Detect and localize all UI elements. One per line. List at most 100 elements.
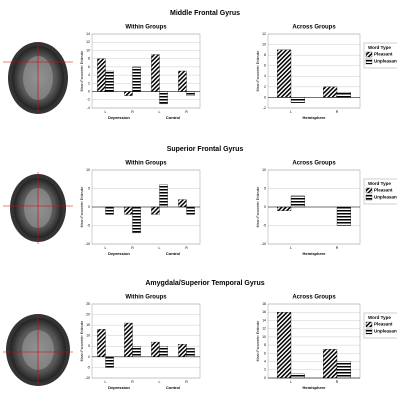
- y-tick-label: 2: [88, 81, 90, 85]
- x-axis-label: Hemisphere: [303, 385, 327, 390]
- bar: [105, 356, 114, 368]
- y-tick-label: 6: [264, 351, 266, 355]
- y-axis-label: Mean Parameter Estimate: [80, 51, 84, 92]
- x-tick-label: L: [159, 246, 161, 250]
- y-tick-label: -10: [85, 376, 90, 380]
- y-tick-label: 0: [88, 89, 90, 93]
- legend-label: Pleasant: [374, 322, 393, 327]
- y-axis-label: Mean Parameter Estimate: [80, 187, 84, 228]
- y-tick-label: 16: [262, 310, 266, 314]
- y-tick-label: 10: [262, 168, 266, 172]
- chart-title: Across Groups: [292, 161, 336, 167]
- group-label: Depression: [108, 385, 130, 390]
- y-tick-label: 10: [86, 334, 90, 338]
- bar: [336, 206, 351, 226]
- legend-swatch: [365, 187, 373, 194]
- y-tick-label: -10: [85, 242, 90, 246]
- x-tick-label: R: [336, 380, 339, 384]
- legend-label: Unpleasant: [374, 329, 397, 334]
- chart-title: Across Groups: [292, 295, 336, 301]
- legend-title: Word Type: [368, 45, 391, 50]
- x-tick-label: L: [105, 380, 107, 384]
- y-tick-label: 0: [88, 355, 90, 359]
- x-tick-label: R: [336, 246, 339, 250]
- bar: [132, 346, 141, 358]
- x-tick-label: R: [131, 110, 134, 114]
- legend-swatch: [365, 321, 373, 328]
- legend-title: Word Type: [368, 181, 391, 186]
- y-tick-label: 10: [86, 48, 90, 52]
- legend-swatch: [365, 328, 373, 335]
- bar: [290, 97, 305, 103]
- y-tick-label: -5: [87, 223, 90, 227]
- x-tick-label: R: [131, 246, 134, 250]
- bar: [277, 49, 292, 98]
- x-tick-label: R: [131, 380, 134, 384]
- y-tick-label: 6: [88, 65, 90, 69]
- section-title: Middle Frontal Gyrus: [170, 10, 240, 17]
- section-title: Amygdala/Superior Temporal Gyrus: [145, 280, 264, 287]
- y-tick-label: 2: [264, 85, 266, 89]
- y-tick-label: -2: [263, 106, 266, 110]
- y-tick-label: 12: [262, 32, 266, 36]
- bar: [336, 361, 351, 379]
- bar: [178, 70, 187, 92]
- group-label: Control: [166, 115, 180, 120]
- bar: [323, 349, 338, 379]
- y-tick-label: 6: [264, 64, 266, 68]
- y-tick-label: 4: [264, 74, 266, 78]
- y-tick-label: 18: [262, 302, 266, 306]
- x-tick-label: L: [290, 380, 292, 384]
- y-tick-label: 5: [264, 186, 266, 190]
- chart-title: Across Groups: [292, 25, 336, 31]
- bar: [277, 312, 292, 379]
- bar: [186, 348, 195, 358]
- x-tick-label: L: [159, 110, 161, 114]
- x-tick-label: L: [290, 246, 292, 250]
- legend-label: Pleasant: [374, 52, 393, 57]
- x-tick-label: R: [185, 110, 188, 114]
- group-label: Depression: [108, 251, 130, 256]
- bar: [277, 206, 292, 211]
- legend-title: Word Type: [368, 315, 391, 320]
- y-tick-label: 0: [264, 205, 266, 209]
- y-tick-label: 8: [88, 57, 90, 61]
- bar: [178, 199, 187, 208]
- bar: [323, 86, 338, 98]
- x-tick-label: R: [185, 380, 188, 384]
- x-axis-label: Hemisphere: [303, 251, 327, 256]
- bar: [159, 346, 168, 358]
- bar: [159, 91, 168, 105]
- bar: [97, 58, 106, 92]
- y-tick-label: 25: [86, 302, 90, 306]
- bar: [159, 184, 168, 208]
- y-tick-label: 8: [264, 53, 266, 57]
- bar: [178, 344, 187, 358]
- bar: [290, 373, 305, 379]
- y-tick-label: 8: [264, 343, 266, 347]
- bar: [105, 70, 114, 92]
- chart-title: Within Groups: [125, 25, 167, 31]
- y-tick-label: 5: [88, 344, 90, 348]
- y-tick-label: 4: [88, 73, 90, 77]
- bar: [151, 341, 160, 358]
- y-tick-label: 10: [86, 168, 90, 172]
- bar: [186, 206, 195, 215]
- legend-swatch: [365, 194, 373, 201]
- bar: [124, 91, 133, 96]
- y-tick-label: 4: [264, 359, 266, 363]
- group-label: Control: [166, 385, 180, 390]
- y-tick-label: 0: [264, 95, 266, 99]
- bar: [336, 91, 351, 98]
- x-tick-label: R: [336, 110, 339, 114]
- legend-label: Pleasant: [374, 188, 393, 193]
- y-tick-label: 10: [262, 42, 266, 46]
- y-tick-label: -5: [87, 365, 90, 369]
- y-axis-label: Mean Parameter Estimate: [256, 321, 260, 362]
- y-tick-label: 20: [86, 312, 90, 316]
- legend-swatch: [365, 51, 373, 58]
- x-axis-label: Hemisphere: [303, 115, 327, 120]
- y-tick-label: -5: [263, 223, 266, 227]
- bar: [132, 66, 141, 92]
